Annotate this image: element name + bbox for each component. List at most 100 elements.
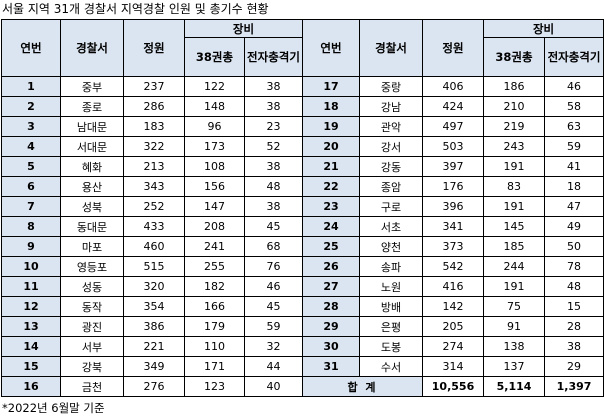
header-no: 연번 bbox=[1, 19, 61, 77]
station-name: 도봉 bbox=[359, 336, 424, 357]
row-number: 18 bbox=[302, 96, 361, 117]
station-name: 동작 bbox=[60, 296, 124, 317]
row-number: 21 bbox=[302, 156, 361, 177]
gun38-value: 191 bbox=[483, 276, 546, 297]
station-name: 종암 bbox=[359, 176, 424, 197]
gun38-value: 123 bbox=[184, 376, 245, 397]
taser-value: 38 bbox=[243, 96, 304, 117]
quota-value: 237 bbox=[123, 76, 185, 97]
station-name: 강서 bbox=[359, 136, 424, 157]
table-row: 2 종로 286 148 38 18 강남 424 210 58 bbox=[1, 96, 604, 117]
quota-value: 286 bbox=[123, 96, 185, 117]
taser-value: 23 bbox=[243, 116, 304, 137]
gun38-value: 110 bbox=[184, 336, 245, 357]
table-row: 13 광진 386 179 59 29 은평 205 91 28 bbox=[1, 316, 604, 337]
gun38-value: 122 bbox=[184, 76, 245, 97]
taser-value: 78 bbox=[544, 256, 604, 277]
taser-value: 38 bbox=[243, 156, 304, 177]
taser-value: 38 bbox=[243, 196, 304, 217]
quota-value: 213 bbox=[123, 156, 185, 177]
taser-value: 68 bbox=[243, 236, 304, 257]
quota-value: 460 bbox=[123, 236, 185, 257]
header-station-right: 경찰서 bbox=[359, 19, 424, 77]
taser-value: 32 bbox=[243, 336, 304, 357]
quota-value: 176 bbox=[422, 176, 485, 197]
row-number: 14 bbox=[1, 336, 61, 357]
taser-value: 63 bbox=[544, 116, 604, 137]
row-number: 3 bbox=[1, 116, 61, 137]
taser-value: 48 bbox=[544, 276, 604, 297]
quota-value: 221 bbox=[123, 336, 185, 357]
quota-value: 397 bbox=[422, 156, 485, 177]
taser-value: 38 bbox=[544, 336, 604, 357]
station-name: 구로 bbox=[359, 196, 424, 217]
total-quota: 10,556 bbox=[422, 376, 485, 397]
total-label: 합 계 bbox=[302, 376, 424, 397]
row-number: 6 bbox=[1, 176, 61, 197]
taser-value: 52 bbox=[243, 136, 304, 157]
row-number: 10 bbox=[1, 256, 61, 277]
station-name: 송파 bbox=[359, 256, 424, 277]
gun38-value: 182 bbox=[184, 276, 245, 297]
row-number: 30 bbox=[302, 336, 361, 357]
row-number: 11 bbox=[1, 276, 61, 297]
table-row: 5 혜화 213 108 38 21 강동 397 191 41 bbox=[1, 156, 604, 177]
quota-value: 515 bbox=[123, 256, 185, 277]
quota-value: 416 bbox=[422, 276, 485, 297]
gun38-value: 148 bbox=[184, 96, 245, 117]
quota-value: 433 bbox=[123, 216, 185, 237]
quota-value: 497 bbox=[422, 116, 485, 137]
row-number: 15 bbox=[1, 356, 61, 377]
gun38-value: 244 bbox=[483, 256, 546, 277]
station-name: 종로 bbox=[60, 96, 124, 117]
row-number: 23 bbox=[302, 196, 361, 217]
station-name: 수서 bbox=[359, 356, 424, 377]
row-number: 26 bbox=[302, 256, 361, 277]
table-row: 9 마포 460 241 68 25 양천 373 185 50 bbox=[1, 236, 604, 257]
header-equipment: 장비 bbox=[183, 19, 304, 38]
row-number: 24 bbox=[302, 216, 361, 237]
header-station: 경찰서 bbox=[60, 19, 124, 77]
header-equipment-right: 장비 bbox=[483, 19, 604, 38]
total-gun38: 5,114 bbox=[483, 376, 546, 397]
gun38-value: 241 bbox=[184, 236, 245, 257]
gun38-value: 179 bbox=[184, 316, 245, 337]
station-name: 동대문 bbox=[60, 216, 124, 237]
taser-value: 38 bbox=[243, 76, 304, 97]
gun38-value: 91 bbox=[483, 316, 546, 337]
quota-value: 503 bbox=[422, 136, 485, 157]
quota-value: 274 bbox=[422, 336, 485, 357]
quota-value: 406 bbox=[422, 76, 485, 97]
gun38-value: 156 bbox=[184, 176, 245, 197]
row-number: 16 bbox=[1, 376, 61, 397]
table-title: 서울 지역 31개 경찰서 지역경찰 인원 및 총기수 현황 bbox=[2, 2, 269, 16]
row-number: 29 bbox=[302, 316, 361, 337]
gun38-value: 210 bbox=[483, 96, 546, 117]
gun38-value: 185 bbox=[483, 236, 546, 257]
quota-value: 205 bbox=[422, 316, 485, 337]
quota-value: 142 bbox=[422, 296, 485, 317]
station-name: 관악 bbox=[359, 116, 424, 137]
station-name: 남대문 bbox=[60, 116, 124, 137]
header-quota: 정원 bbox=[123, 19, 185, 77]
taser-value: 59 bbox=[544, 136, 604, 157]
gun38-value: 208 bbox=[184, 216, 245, 237]
taser-value: 40 bbox=[243, 376, 304, 397]
taser-value: 46 bbox=[243, 276, 304, 297]
station-name: 영등포 bbox=[60, 256, 124, 277]
gun38-value: 145 bbox=[483, 216, 546, 237]
station-name: 광진 bbox=[60, 316, 124, 337]
station-name: 성북 bbox=[60, 196, 124, 217]
gun38-value: 191 bbox=[483, 196, 546, 217]
taser-value: 18 bbox=[544, 176, 604, 197]
header-taser: 전자충격기 bbox=[243, 37, 304, 77]
table-row: 10 영등포 515 255 76 26 송파 542 244 78 bbox=[1, 256, 604, 277]
quota-value: 314 bbox=[422, 356, 485, 377]
taser-value: 76 bbox=[243, 256, 304, 277]
gun38-value: 83 bbox=[483, 176, 546, 197]
table-row: 15 강북 349 171 44 31 수서 314 137 29 bbox=[1, 356, 604, 377]
table-row: 1 중부 237 122 38 17 중랑 406 186 46 bbox=[1, 76, 604, 97]
table-body: 1 중부 237 122 38 17 중랑 406 186 46 2 종로 286 148 38 18 강남 42… bbox=[1, 76, 604, 397]
row-number: 27 bbox=[302, 276, 361, 297]
row-number: 9 bbox=[1, 236, 61, 257]
